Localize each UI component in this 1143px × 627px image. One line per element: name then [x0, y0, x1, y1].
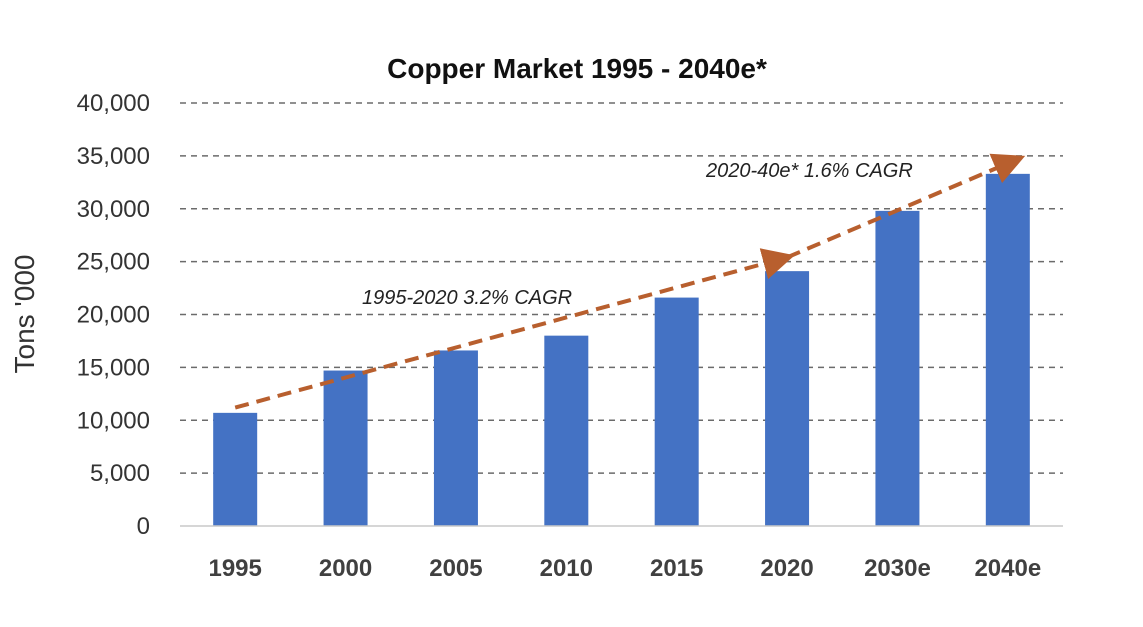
bars [213, 173, 1030, 527]
bar [765, 271, 810, 526]
y-axis-ticks: 0 5,000 10,000 15,000 20,000 25,000 30,000 35,0… [77, 90, 150, 540]
y-tick-label: 0 [137, 513, 150, 540]
y-tick-label: 10,000 [77, 407, 150, 434]
x-tick-label: 2000 [319, 555, 372, 582]
x-tick-label: 2040e [974, 555, 1041, 582]
y-tick-label: 15,000 [77, 354, 150, 381]
bar [213, 412, 258, 526]
cagr-annotation: 1995-2020 3.2% CAGR [362, 287, 572, 309]
x-tick-label: 1995 [208, 555, 261, 582]
y-tick-label: 35,000 [77, 143, 150, 170]
y-tick-label: 20,000 [77, 302, 150, 329]
x-tick-label: 2020 [760, 555, 813, 582]
bar [433, 350, 478, 526]
bar [323, 370, 368, 526]
gridlines [180, 102, 1063, 474]
x-tick-label: 2030e [864, 555, 931, 582]
y-tick-label: 25,000 [77, 249, 150, 276]
y-tick-label: 5,000 [90, 460, 150, 487]
trend-arrow [786, 153, 1026, 260]
y-tick-label: 30,000 [77, 196, 150, 223]
x-tick-label: 2010 [540, 555, 593, 582]
y-axis-label: Tons '000 [9, 255, 40, 374]
trend-annotations: 1995-2020 3.2% CAGR 2020-40e* 1.6% CAGR [234, 153, 1026, 410]
x-tick-label: 2005 [429, 555, 482, 582]
bar [875, 210, 920, 527]
cagr-annotation: 2020-40e* 1.6% CAGR [705, 160, 913, 182]
x-tick-label: 2015 [650, 555, 703, 582]
x-axis-ticks: 1995 2000 2005 2010 2015 2020 2030e 2040e [208, 555, 1041, 582]
trend-arrow [234, 248, 795, 410]
bar [544, 335, 589, 526]
y-tick-label: 40,000 [77, 90, 150, 117]
bar [985, 173, 1030, 527]
bar [654, 297, 699, 526]
chart-title: Copper Market 1995 - 2040e* [387, 53, 767, 84]
